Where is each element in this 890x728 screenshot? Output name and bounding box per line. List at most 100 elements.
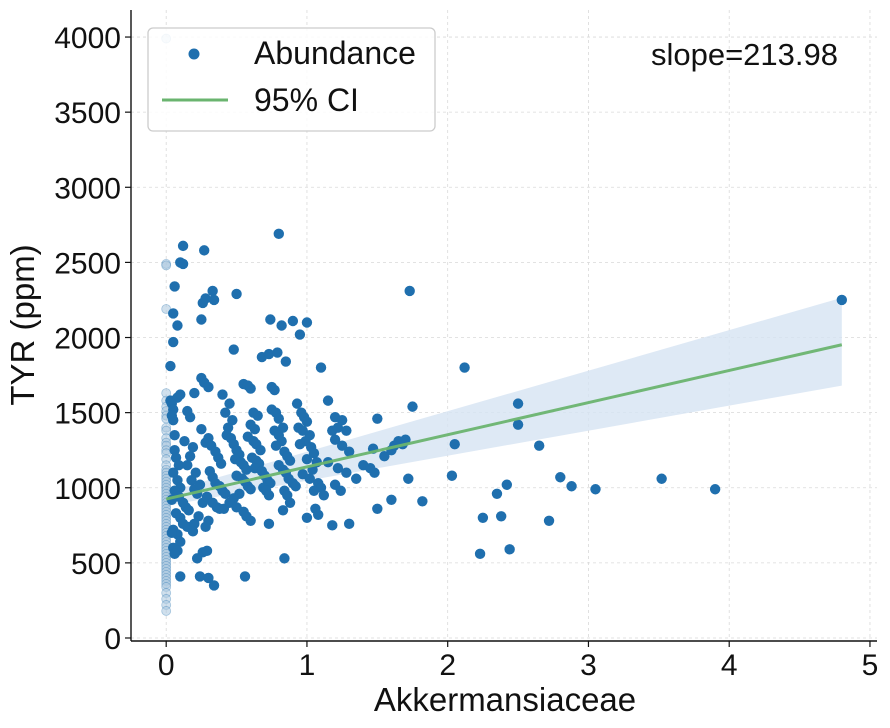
y-tick-label: 1500 xyxy=(54,398,121,431)
data-point xyxy=(336,440,348,451)
data-point xyxy=(512,419,524,430)
data-point xyxy=(169,548,180,560)
data-point xyxy=(224,398,235,409)
data-point xyxy=(294,438,306,450)
data-point xyxy=(172,320,183,331)
slope-annotation: slope=213.98 xyxy=(651,37,838,72)
data-point xyxy=(272,347,283,358)
data-point xyxy=(175,536,186,548)
data-point xyxy=(190,467,201,478)
data-point xyxy=(208,580,220,591)
data-point xyxy=(177,240,189,252)
data-point xyxy=(263,348,275,360)
data-point xyxy=(231,288,242,300)
data-point xyxy=(173,460,185,471)
data-point xyxy=(194,479,206,490)
data-point xyxy=(290,481,301,492)
data-point xyxy=(495,511,507,522)
legend-label-abundance: Abundance xyxy=(254,35,416,71)
data-point xyxy=(512,398,524,409)
data-point xyxy=(220,488,231,499)
y-tick-label: 2500 xyxy=(54,247,121,280)
data-point xyxy=(343,518,355,530)
data-point xyxy=(477,512,489,524)
data-point xyxy=(175,389,186,400)
data-point xyxy=(241,464,252,475)
x-tick-label: 4 xyxy=(721,649,738,682)
data-point xyxy=(533,440,545,451)
data-point xyxy=(351,473,362,484)
data-point xyxy=(322,395,334,406)
data-point xyxy=(239,571,251,582)
data-point xyxy=(308,485,320,496)
data-point xyxy=(182,460,193,471)
data-point xyxy=(228,344,239,355)
legend-label-ci: 95% CI xyxy=(254,82,359,118)
data-point xyxy=(215,458,227,469)
y-tick-label: 500 xyxy=(71,548,121,581)
data-point xyxy=(566,481,577,492)
data-point xyxy=(301,512,313,524)
data-point xyxy=(341,425,352,436)
data-point xyxy=(169,444,180,456)
data-point xyxy=(270,440,282,451)
data-point xyxy=(187,526,199,537)
y-tick-label: 3000 xyxy=(54,172,121,205)
data-point xyxy=(709,484,721,495)
data-point xyxy=(301,317,313,328)
data-point xyxy=(187,441,199,453)
x-tick-label: 1 xyxy=(299,649,316,682)
data-point xyxy=(269,384,280,396)
y-tick-label: 3500 xyxy=(54,97,121,130)
data-point xyxy=(279,553,290,564)
data-point xyxy=(191,553,203,564)
data-point xyxy=(161,606,172,616)
data-point xyxy=(184,451,196,462)
x-tick-label: 2 xyxy=(439,649,456,682)
legend-marker-abundance xyxy=(188,48,200,60)
data-point xyxy=(446,470,458,481)
data-point xyxy=(291,398,303,409)
data-point xyxy=(369,467,380,478)
data-point xyxy=(335,485,346,496)
data-point xyxy=(491,488,503,499)
data-point xyxy=(313,509,324,520)
data-point xyxy=(329,434,341,445)
data-point xyxy=(404,285,415,297)
data-point xyxy=(836,294,848,306)
x-tick-label: 0 xyxy=(158,649,175,682)
data-point xyxy=(169,281,180,292)
data-point xyxy=(203,572,214,584)
data-point xyxy=(196,423,207,435)
data-point xyxy=(255,444,266,456)
data-point xyxy=(245,383,256,394)
data-point xyxy=(504,544,515,555)
data-point xyxy=(280,356,292,367)
data-point xyxy=(189,387,200,399)
data-point xyxy=(182,405,193,417)
data-point xyxy=(201,545,213,557)
data-point xyxy=(284,455,296,466)
data-point xyxy=(196,314,207,325)
data-point xyxy=(332,422,344,433)
data-point xyxy=(175,571,186,582)
data-point xyxy=(265,314,276,325)
data-point xyxy=(165,360,176,372)
data-point xyxy=(308,448,320,459)
data-point xyxy=(168,336,179,348)
data-point xyxy=(277,505,289,516)
data-point xyxy=(315,362,327,373)
data-point xyxy=(273,228,284,240)
y-axis-label: TYR (ppm) xyxy=(4,244,41,405)
y-tick-label: 1000 xyxy=(54,473,121,506)
data-point xyxy=(372,503,383,514)
data-points xyxy=(161,33,848,616)
data-point xyxy=(169,429,180,441)
data-point xyxy=(327,520,338,531)
data-point xyxy=(252,410,263,421)
data-point xyxy=(220,407,231,418)
x-tick-label: 5 xyxy=(862,649,879,682)
x-tick-label: 3 xyxy=(580,649,597,682)
y-tick-label: 2000 xyxy=(54,323,121,356)
